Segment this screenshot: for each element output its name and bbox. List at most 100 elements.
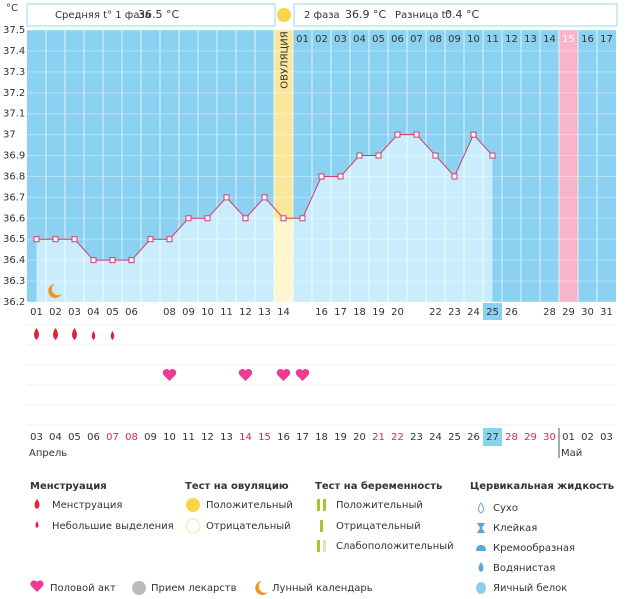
date-label: 04 — [49, 432, 62, 443]
legend-icon — [317, 540, 320, 552]
date-label: 15 — [258, 432, 271, 443]
y-tick-label: 37.3 — [3, 67, 25, 78]
temperature-point — [375, 152, 382, 159]
date-label: 10 — [163, 432, 176, 443]
legend-icon — [476, 545, 486, 551]
legend-icon — [323, 540, 326, 552]
legend-item: Лунный календарь — [272, 583, 373, 594]
x-tick-label: 26 — [505, 307, 518, 318]
y-tick-label: 37.5 — [3, 25, 25, 36]
temperature-point — [71, 236, 78, 243]
intercourse-heart — [238, 368, 253, 381]
x-tick-label: 09 — [182, 307, 195, 318]
x-tick-label: 04 — [87, 307, 100, 318]
date-label: 07 — [106, 432, 119, 443]
temperature-point — [261, 194, 268, 201]
legend-item: Половой акт — [50, 583, 116, 594]
legend-icon — [132, 581, 146, 595]
date-label: 13 — [220, 432, 233, 443]
intercourse-heart — [295, 369, 310, 381]
x-tick-label: 20 — [391, 307, 404, 318]
cycle-day-label: 13 — [524, 34, 537, 45]
y-tick-label: 36.4 — [3, 255, 25, 266]
date-label: 02 — [581, 432, 594, 443]
x-tick-label: 08 — [163, 307, 176, 318]
temperature-point — [356, 152, 363, 159]
legend-icon — [478, 562, 484, 572]
phase2-value: 36.9 °C — [345, 8, 386, 21]
legend-icon — [478, 502, 484, 514]
cycle-day-label: 07 — [410, 34, 423, 45]
temperature-point — [432, 152, 439, 159]
date-label: 01 — [562, 432, 575, 443]
temperature-point — [147, 236, 154, 243]
temperature-point — [109, 257, 116, 264]
temperature-point — [52, 236, 59, 243]
cycle-day-label: 14 — [543, 34, 556, 45]
temperature-point — [33, 236, 40, 243]
y-tick-label: 36.3 — [3, 276, 25, 287]
temperature-point — [318, 173, 325, 180]
legend-item: Клейкая — [493, 523, 537, 534]
legend-icon — [186, 498, 200, 512]
phase2-label: 2 фаза — [304, 10, 340, 21]
cycle-day-label: 10 — [467, 34, 480, 45]
legend-item: Небольшие выделения — [52, 521, 174, 532]
temperature-point — [337, 173, 344, 180]
cycle-day-label: 01 — [296, 34, 309, 45]
y-tick-label: 36.8 — [3, 171, 25, 182]
date-label: 29 — [524, 432, 537, 443]
intercourse-heart — [276, 369, 291, 381]
temperature-point — [223, 194, 230, 201]
x-tick-label: 24 — [467, 307, 480, 318]
cycle-day-label: 05 — [372, 34, 385, 45]
menstruation-drop — [72, 328, 77, 340]
x-tick-label: 05 — [106, 307, 119, 318]
legend-item: Прием лекарств — [151, 583, 237, 594]
x-tick-label: 13 — [258, 307, 271, 318]
x-tick-label: 19 — [372, 307, 385, 318]
legend-icon — [30, 580, 44, 592]
phase2-box — [293, 3, 618, 27]
legend-item: Слабоположительный — [336, 541, 454, 552]
date-label: 03 — [30, 432, 43, 443]
cycle-day-label: 08 — [429, 34, 442, 45]
phase1-box — [26, 3, 276, 27]
temperature-point — [470, 131, 477, 138]
x-tick-label: 25 — [486, 307, 499, 318]
date-label: 24 — [429, 432, 442, 443]
legend-item: Сухо — [493, 503, 518, 514]
cycle-day-label: 09 — [448, 34, 461, 45]
x-tick-label: 03 — [68, 307, 81, 318]
diff-value: 0.4 °C — [445, 8, 479, 21]
date-label: 18 — [315, 432, 328, 443]
y-tick-label: 36.5 — [3, 234, 25, 245]
x-tick-label: 14 — [277, 307, 290, 318]
legend-item: Менструация — [52, 500, 122, 511]
cycle-day-label: 04 — [353, 34, 366, 45]
date-label: 23 — [410, 432, 423, 443]
phase1-label: Средняя t° 1 фаза — [55, 10, 151, 21]
x-tick-label: 10 — [201, 307, 214, 318]
date-label: 22 — [391, 432, 404, 443]
temperature-point — [90, 257, 97, 264]
temperature-point — [242, 215, 249, 222]
legend-title: Тест на беременность — [315, 480, 442, 492]
x-tick-label: 23 — [448, 307, 461, 318]
selected-date-box — [483, 428, 502, 446]
month-label: Май — [561, 448, 582, 459]
ovulation-label: ОВУЛЯЦИЯ — [280, 31, 291, 89]
legend-icon — [477, 523, 485, 533]
legend-icon — [317, 499, 320, 511]
date-label: 11 — [182, 432, 195, 443]
date-label: 12 — [201, 432, 214, 443]
cycle-day-label: 11 — [486, 34, 499, 45]
date-label: 09 — [144, 432, 157, 443]
legend-icon — [323, 499, 326, 511]
date-label: 26 — [467, 432, 480, 443]
light-bleeding-drop — [91, 331, 96, 340]
area — [36, 134, 493, 302]
legend-item: Яичный белок — [493, 583, 567, 594]
date-label: 30 — [543, 432, 556, 443]
date-label: 20 — [353, 432, 366, 443]
